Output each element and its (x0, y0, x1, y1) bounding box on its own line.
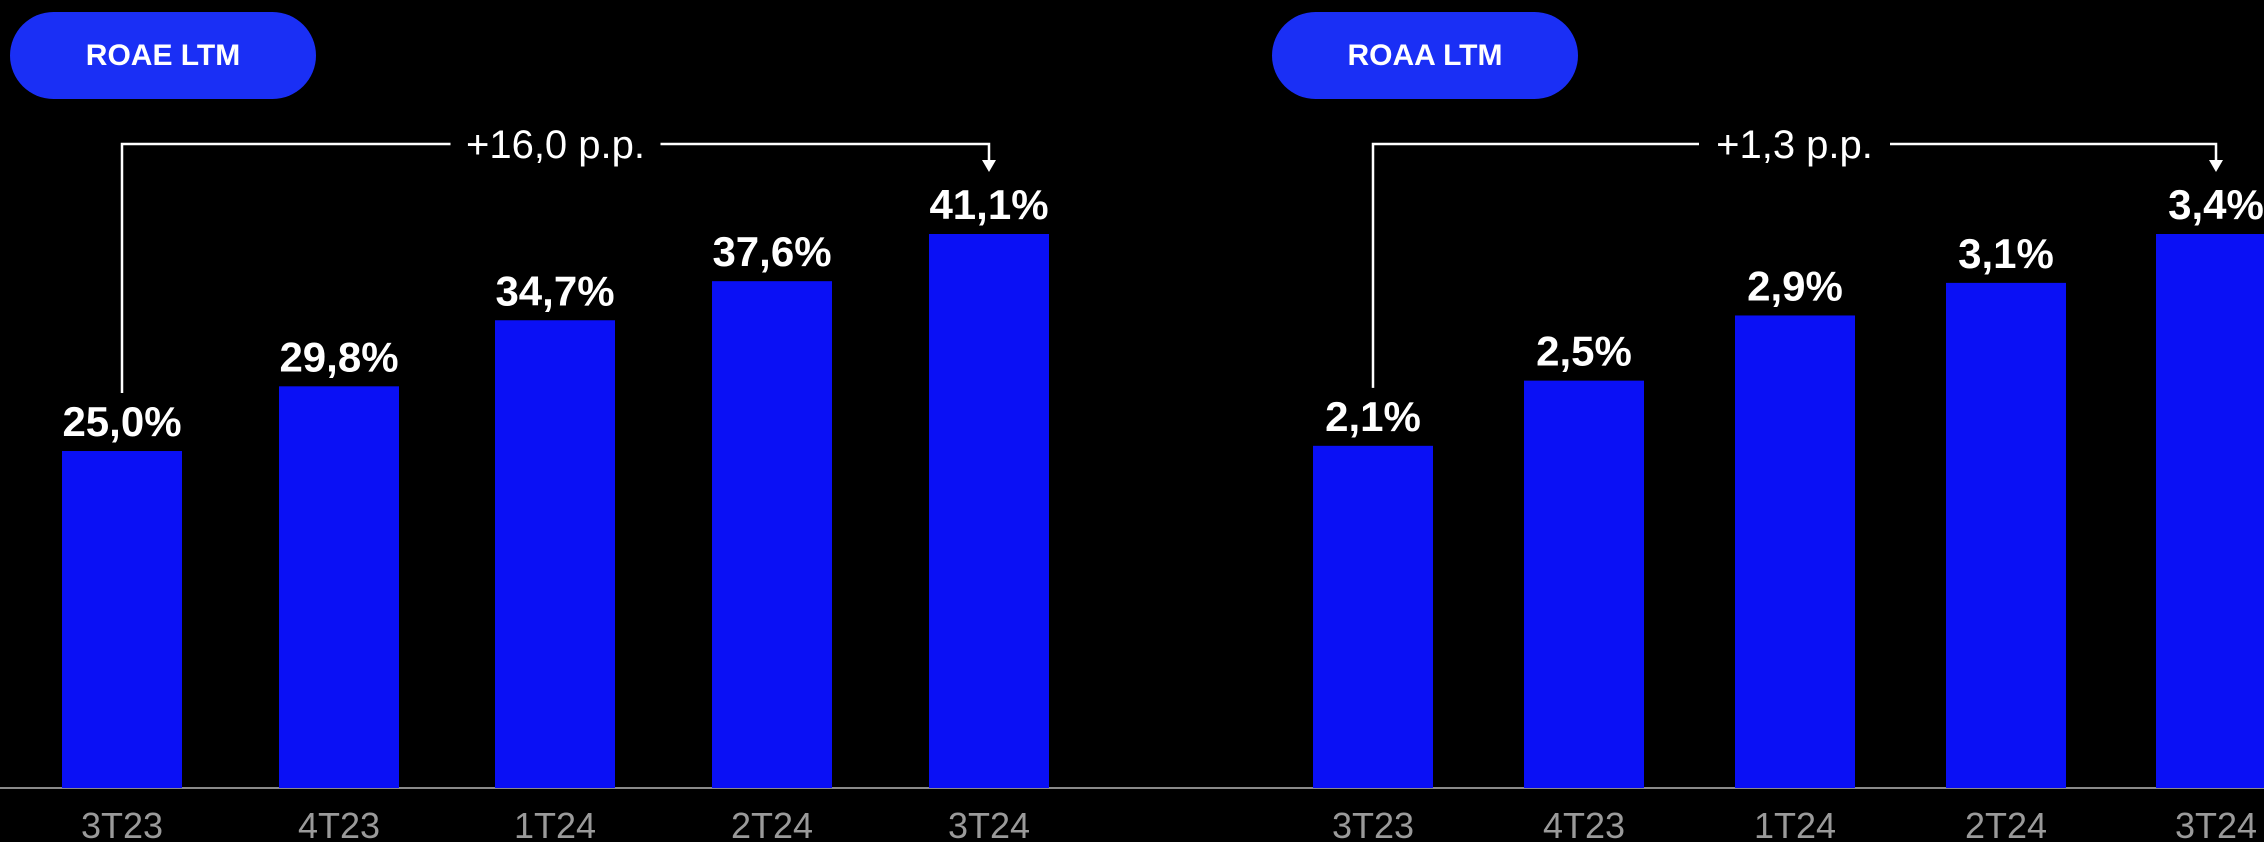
value-label-1-3T23: 2,1% (1325, 393, 1421, 440)
tick-label-1-2T24: 2T24 (1965, 805, 2047, 842)
value-label-0-4T23: 29,8% (279, 333, 398, 380)
bar-1-1T24 (1735, 315, 1855, 788)
value-label-1-4T23: 2,5% (1536, 328, 1632, 375)
delta-label-bg-0 (450, 120, 661, 168)
value-label-1-3T24: 3,4% (2168, 181, 2264, 228)
bar-1-3T24 (2156, 234, 2264, 788)
delta-label-0: +16,0 p.p. (466, 123, 645, 167)
bar-1-3T23 (1313, 445, 1433, 788)
roaa-ltm-title: ROAA LTM (1347, 38, 1503, 72)
tick-label-1-1T24: 1T24 (1754, 805, 1836, 842)
tick-label-0-3T24: 3T24 (948, 805, 1030, 842)
roaa-ltm-badge: ROAA LTM (1272, 12, 1578, 99)
value-label-0-3T23: 25,0% (62, 398, 181, 445)
delta-label-bg-1 (1699, 120, 1890, 168)
delta-label-1: +1,3 p.p. (1716, 123, 1873, 167)
tick-label-0-1T24: 1T24 (514, 805, 596, 842)
bar-0-3T24 (929, 234, 1049, 788)
tick-label-1-3T24: 3T24 (2175, 805, 2257, 842)
bar-1-4T23 (1524, 380, 1644, 788)
bar-0-2T24 (712, 281, 832, 788)
tick-label-0-3T23: 3T23 (81, 805, 163, 842)
tick-label-0-4T23: 4T23 (298, 805, 380, 842)
tick-label-1-4T23: 4T23 (1543, 805, 1625, 842)
bar-0-1T24 (495, 320, 615, 788)
bar-0-3T23 (62, 451, 182, 788)
bar-1-2T24 (1946, 282, 2066, 788)
tick-label-0-2T24: 2T24 (731, 805, 813, 842)
tick-label-1-3T23: 3T23 (1332, 805, 1414, 842)
value-label-1-1T24: 2,9% (1747, 262, 1843, 309)
roae-ltm-title: ROAE LTM (85, 38, 241, 72)
bar-0-4T23 (279, 386, 399, 788)
delta-arrow-1 (2209, 160, 2223, 172)
value-label-0-3T24: 41,1% (929, 181, 1048, 228)
value-label-1-2T24: 3,1% (1958, 230, 2054, 277)
value-label-0-1T24: 34,7% (495, 267, 614, 314)
delta-arrow-0 (982, 160, 996, 172)
roae-ltm-badge: ROAE LTM (10, 12, 316, 99)
value-label-0-2T24: 37,6% (712, 228, 831, 275)
